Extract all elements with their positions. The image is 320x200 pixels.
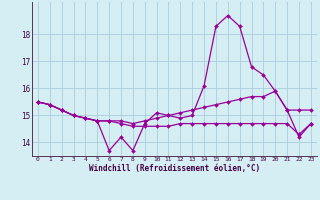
X-axis label: Windchill (Refroidissement éolien,°C): Windchill (Refroidissement éolien,°C): [89, 164, 260, 173]
